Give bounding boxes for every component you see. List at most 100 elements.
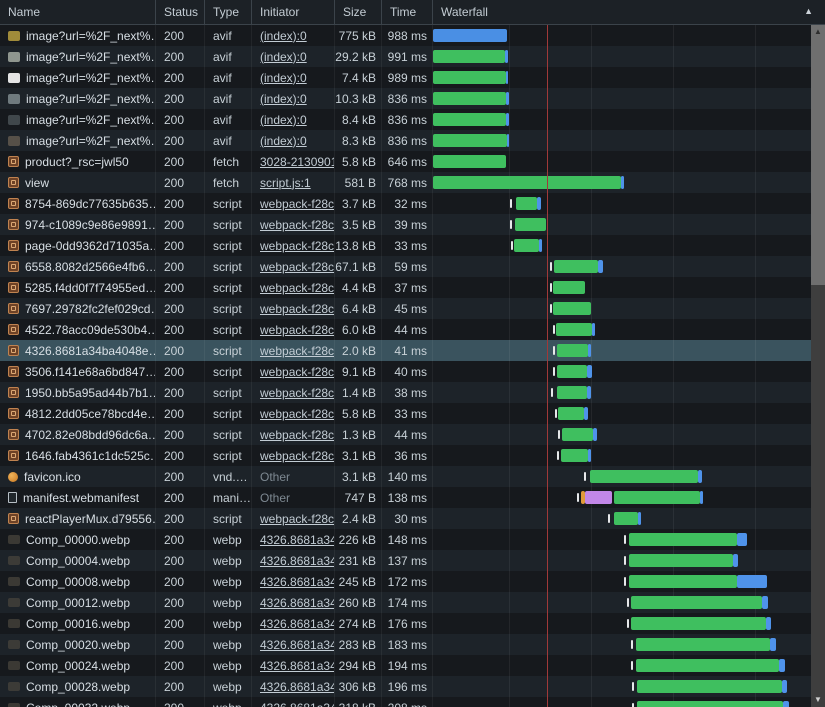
initiator-link[interactable]: 4326.8681a34ba4 [260,574,334,589]
initiator-link[interactable]: webpack-f28cd8 [260,259,335,274]
initiator-link[interactable]: (index):0 [260,70,307,85]
table-row[interactable]: 4702.82e08bdd96dc6a… 200 script webpack-f28… [0,424,811,445]
request-name-cell[interactable]: 1646.fab4361c1dc525c… [0,445,156,466]
initiator-link[interactable]: webpack-f28cd8 [260,385,335,400]
initiator-link[interactable]: webpack-f28cd8 [260,427,335,442]
request-name-cell[interactable]: Comp_00000.webp [0,529,156,550]
table-row[interactable]: view 200 fetch script.js:1 581 B 768 ms [0,172,811,193]
table-row[interactable]: 3506.f141e68a6bd847… 200 script webpack-f28… [0,361,811,382]
request-name-cell[interactable]: Comp_00028.webp [0,676,156,697]
table-row[interactable]: 4812.2dd05ce78bcd4e… 200 script webpack-f28… [0,403,811,424]
request-name-cell[interactable]: 4522.78acc09de530b4… [0,319,156,340]
request-name-cell[interactable]: image?url=%2F_next%… [0,67,156,88]
column-header-waterfall[interactable]: Waterfall ▲ [433,0,825,24]
request-name-cell[interactable]: Comp_00024.webp [0,655,156,676]
request-name-cell[interactable]: 4812.2dd05ce78bcd4e… [0,403,156,424]
request-name-cell[interactable]: view [0,172,156,193]
initiator-link[interactable]: (index):0 [260,91,307,106]
column-header-size[interactable]: Size [335,0,382,24]
initiator-link[interactable]: 4326.8681a34ba4 [260,616,334,631]
column-header-type[interactable]: Type [205,0,252,24]
table-row[interactable]: 1646.fab4361c1dc525c… 200 script webpack-f2… [0,445,811,466]
request-name-cell[interactable]: Comp_00012.webp [0,592,156,613]
table-row[interactable]: manifest.webmanifest 200 mani… Other 747 B 13… [0,487,811,508]
table-row[interactable]: 6558.8082d2566e4fb6… 200 script webpack-f28… [0,256,811,277]
table-row[interactable]: image?url=%2F_next%… 200 avif (index):0 10.3… [0,88,811,109]
initiator-link[interactable]: 4326.8681a34ba4 [260,532,334,547]
table-row[interactable]: 5285.f4dd0f7f74955ed… 200 script webpack-f2… [0,277,811,298]
initiator-link[interactable]: 4326.8681a34ba4 [260,637,334,652]
request-name-cell[interactable]: 1950.bb5a95ad44b7b1… [0,382,156,403]
column-header-initiator[interactable]: Initiator [252,0,335,24]
request-name-cell[interactable]: image?url=%2F_next%… [0,25,156,46]
initiator-link[interactable]: script.js:1 [260,175,311,190]
table-row[interactable]: 7697.29782fc2fef029cd… 200 script webpack-f… [0,298,811,319]
request-name-cell[interactable]: image?url=%2F_next%… [0,88,156,109]
initiator-link[interactable]: 4326.8681a34ba4 [260,595,334,610]
table-row[interactable]: 4522.78acc09de530b4… 200 script webpack-f28… [0,319,811,340]
request-name-cell[interactable]: page-0dd9362d71035a… [0,235,156,256]
scroll-up-icon[interactable]: ▲ [814,27,822,36]
initiator-link[interactable]: (index):0 [260,112,307,127]
scrollbar-thumb[interactable]: ▲ [811,25,825,285]
request-name-cell[interactable]: 6558.8082d2566e4fb6… [0,256,156,277]
table-row[interactable]: image?url=%2F_next%… 200 avif (index):0 29.2… [0,46,811,67]
request-name-cell[interactable]: 3506.f141e68a6bd847… [0,361,156,382]
table-row[interactable]: 974-c1089c9e86e9891… 200 script webpack-f28… [0,214,811,235]
table-row[interactable]: 1950.bb5a95ad44b7b1… 200 script webpack-f28… [0,382,811,403]
table-row[interactable]: image?url=%2F_next%… 200 avif (index):0 775 … [0,25,811,46]
initiator-link[interactable]: (index):0 [260,49,307,64]
request-name-cell[interactable]: Comp_00032.webp [0,697,156,707]
request-name-cell[interactable]: image?url=%2F_next%… [0,46,156,67]
request-name-cell[interactable]: favicon.ico [0,466,156,487]
table-row[interactable]: page-0dd9362d71035a… 200 script webpack-f28… [0,235,811,256]
initiator-link[interactable]: webpack-f28cd8 [260,217,335,232]
request-name-cell[interactable]: image?url=%2F_next%… [0,109,156,130]
table-row[interactable]: image?url=%2F_next%… 200 avif (index):0 8.3 … [0,130,811,151]
sort-ascending-icon[interactable]: ▲ [804,6,813,16]
initiator-link[interactable]: (index):0 [260,28,307,43]
initiator-link[interactable]: webpack-f28cd8 [260,364,335,379]
table-row[interactable]: image?url=%2F_next%… 200 avif (index):0 7.4 … [0,67,811,88]
table-row[interactable]: 8754-869dc77635b635… 200 script webpack-f28… [0,193,811,214]
table-row[interactable]: reactPlayerMux.d79556… 200 script webpack-f… [0,508,811,529]
request-name-cell[interactable]: Comp_00004.webp [0,550,156,571]
request-name-cell[interactable]: Comp_00020.webp [0,634,156,655]
initiator-link[interactable]: 4326.8681a34ba4 [260,658,334,673]
initiator-link[interactable]: 4326.8681a34ba4 [260,701,334,707]
initiator-link[interactable]: webpack-f28cd8 [260,511,335,526]
initiator-link[interactable]: 4326.8681a34ba4 [260,553,334,568]
scroll-down-icon[interactable]: ▼ [814,695,822,704]
request-name-cell[interactable]: manifest.webmanifest [0,487,156,508]
initiator-link[interactable]: 4326.8681a34ba4 [260,679,334,694]
request-name-cell[interactable]: 4702.82e08bdd96dc6a… [0,424,156,445]
table-row[interactable]: 4326.8681a34ba4048e… 200 script webpack-f28… [0,340,811,361]
request-name-cell[interactable]: Comp_00008.webp [0,571,156,592]
request-name-cell[interactable]: 974-c1089c9e86e9891… [0,214,156,235]
column-header-status[interactable]: Status [156,0,205,24]
request-name-cell[interactable]: product?_rsc=jwl50 [0,151,156,172]
initiator-link[interactable]: webpack-f28cd8 [260,406,335,421]
request-name-cell[interactable]: 8754-869dc77635b635… [0,193,156,214]
request-name-cell[interactable]: reactPlayerMux.d79556… [0,508,156,529]
initiator-link[interactable]: webpack-f28cd8 [260,280,335,295]
request-name-cell[interactable]: Comp_00016.webp [0,613,156,634]
request-name-cell[interactable]: 5285.f4dd0f7f74955ed… [0,277,156,298]
initiator-link[interactable]: 3028-2130901 [260,154,335,169]
initiator-link[interactable]: webpack-f28cd8 [260,196,335,211]
vertical-scrollbar[interactable]: ▲ ▼ [811,25,825,707]
request-name-cell[interactable]: 4326.8681a34ba4048e… [0,340,156,361]
table-row[interactable]: product?_rsc=jwl50 200 fetch 3028-2130901 5.… [0,151,811,172]
table-row[interactable]: favicon.ico 200 vnd.… Other 3.1 kB 140 ms [0,466,811,487]
table-row[interactable]: image?url=%2F_next%… 200 avif (index):0 8.4 … [0,109,811,130]
initiator-link[interactable]: webpack-f28cd8 [260,322,335,337]
initiator-link[interactable]: webpack-f28cd8 [260,301,335,316]
column-header-name[interactable]: Name [0,0,156,24]
